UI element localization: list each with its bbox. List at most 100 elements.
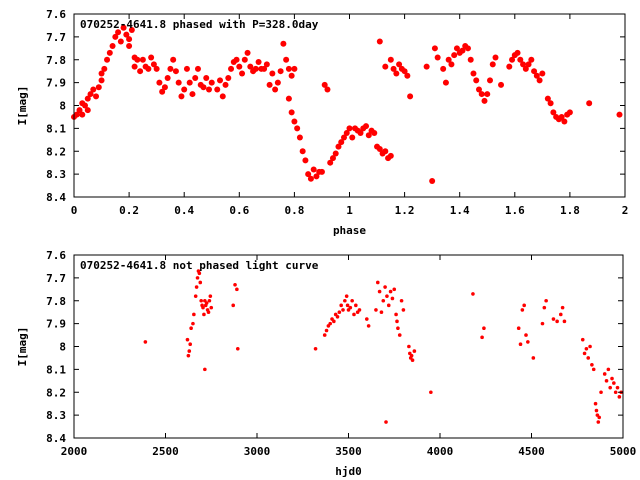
phased-y-tick-label: 8.1 [46, 122, 66, 135]
phased-data-point [442, 79, 449, 86]
unphased-data-point [375, 280, 380, 285]
unphased-data-point [374, 308, 378, 312]
phased-y-axis-label: I[mag] [16, 86, 29, 126]
phased-data-point [434, 54, 441, 61]
unphased-x-axis-label: hjd0 [335, 465, 362, 478]
phased-data-point [382, 148, 389, 155]
phased-data-point [87, 91, 94, 98]
unphased-data-point [596, 420, 601, 424]
phased-data-point [98, 77, 105, 84]
unphased-data-point [401, 308, 406, 312]
phased-y-tick-label: 7.9 [46, 77, 66, 90]
phased-data-point [272, 86, 279, 93]
phased-data-point [161, 84, 168, 91]
unphased-data-point [590, 363, 594, 367]
phased-data-point [109, 43, 116, 50]
unphased-data-point [555, 319, 559, 324]
unphased-data-point [194, 285, 199, 289]
phased-data-point [473, 77, 480, 84]
unphased-data-point [199, 298, 203, 303]
phased-y-tick-label: 8.2 [46, 145, 66, 158]
phased-data-point [423, 63, 430, 70]
phased-data-point [445, 56, 452, 63]
phased-plot-title: 070252-4641.8 phased with P=328.0day [80, 18, 319, 31]
unphased-data-point [379, 310, 384, 314]
phased-data-point [123, 31, 130, 38]
unphased-data-point [480, 335, 484, 340]
unphased-data-point [339, 303, 343, 308]
unphased-x-tick-label: 5000 [610, 445, 637, 458]
unphased-data-point [599, 390, 603, 395]
phased-y-tick-label: 7.8 [46, 54, 66, 67]
phased-data-point [544, 95, 551, 102]
phased-data-point [387, 56, 394, 63]
unphased-data-point [540, 321, 545, 326]
phased-data-point [280, 40, 287, 47]
phased-data-point [128, 27, 135, 34]
phased-data-point [533, 72, 540, 79]
unphased-data-point [357, 308, 362, 312]
phased-data-point [126, 43, 133, 50]
phased-data-point [429, 177, 436, 184]
phased-x-tick-label: 1.2 [395, 204, 415, 217]
phased-x-tick-label: 1.8 [560, 204, 580, 217]
unphased-data-point [197, 271, 202, 276]
unphased-data-point [348, 305, 353, 310]
unphased-data-point [516, 326, 521, 331]
phased-data-point [104, 56, 111, 63]
phased-data-point [531, 68, 538, 75]
unphased-data-point [409, 353, 414, 358]
phased-data-point [225, 75, 232, 82]
unphased-data-point [208, 294, 213, 298]
phased-data-point [338, 139, 345, 146]
phased-data-point [536, 77, 543, 84]
phased-data-point [340, 134, 347, 141]
phased-data-point [566, 109, 573, 116]
phased-data-point [327, 159, 334, 166]
unphased-data-point [386, 303, 391, 308]
phased-data-point [156, 79, 163, 86]
phased-data-point [285, 95, 292, 102]
unphased-data-point [322, 333, 327, 337]
unphased-x-tick-label: 4500 [518, 445, 545, 458]
phased-data-point [393, 70, 400, 77]
unphased-data-point [233, 282, 237, 287]
phased-data-point [547, 100, 554, 107]
phased-data-point [318, 168, 325, 175]
unphased-data-point [610, 376, 614, 381]
phased-data-point [172, 68, 179, 75]
unphased-y-tick-label: 8.2 [46, 386, 66, 399]
phased-data-point [332, 150, 339, 157]
unphased-data-point [366, 324, 371, 328]
unphased-data-point [526, 340, 530, 344]
phased-x-tick-label: 0.8 [284, 204, 304, 217]
phased-data-point [117, 38, 124, 45]
unphased-data-point [187, 349, 192, 353]
unphased-x-tick-label: 2000 [61, 445, 88, 458]
unphased-data-point [343, 298, 347, 303]
unphased-data-point [235, 287, 239, 292]
unphased-data-point [201, 305, 205, 310]
phased-data-point [484, 91, 491, 98]
phased-data-point [291, 65, 298, 72]
unphased-data-point [186, 353, 191, 358]
unphased-data-points [143, 269, 623, 424]
unphased-y-tick-label: 7.8 [46, 295, 66, 308]
unphased-y-tick-label: 7.6 [46, 249, 66, 262]
phased-data-point [349, 134, 356, 141]
phased-data-point [459, 47, 466, 54]
phased-data-point [498, 81, 505, 88]
phased-data-point [401, 68, 408, 75]
unphased-data-point [562, 319, 567, 324]
unphased-y-tick-label: 8.3 [46, 409, 66, 422]
phased-data-point [291, 118, 298, 125]
unphased-data-point [471, 292, 475, 296]
phased-data-point [137, 68, 144, 75]
unphased-data-point [344, 294, 349, 298]
unphased-data-point [365, 317, 369, 321]
phased-data-point [321, 81, 328, 88]
unphased-data-point [206, 310, 211, 314]
phased-data-point [247, 63, 254, 70]
phased-x-tick-label: 0.4 [174, 204, 194, 217]
phased-data-point [269, 70, 276, 77]
